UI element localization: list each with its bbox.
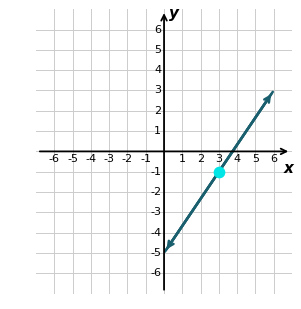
Text: y: y [169, 6, 178, 21]
Text: -5: -5 [150, 248, 161, 258]
Text: 1: 1 [154, 126, 161, 136]
Text: x: x [283, 161, 293, 176]
Text: -2: -2 [122, 154, 133, 164]
Text: -3: -3 [104, 154, 115, 164]
Point [216, 169, 221, 174]
Text: 4: 4 [234, 154, 241, 164]
Text: -4: -4 [150, 228, 161, 238]
Text: 1: 1 [179, 154, 186, 164]
Text: 2: 2 [197, 154, 204, 164]
Text: 3: 3 [216, 154, 222, 164]
Text: -6: -6 [49, 154, 60, 164]
Text: -3: -3 [150, 207, 161, 217]
Text: -1: -1 [150, 167, 161, 177]
Text: 6: 6 [154, 25, 161, 35]
Text: -5: -5 [67, 154, 78, 164]
Text: 6: 6 [270, 154, 277, 164]
Text: 2: 2 [154, 106, 161, 116]
Text: 5: 5 [154, 45, 161, 55]
Text: -2: -2 [150, 187, 161, 197]
Text: 5: 5 [252, 154, 259, 164]
Text: 4: 4 [154, 65, 161, 75]
Text: -4: -4 [85, 154, 97, 164]
Text: 3: 3 [154, 86, 161, 95]
Text: -6: -6 [150, 268, 161, 278]
Text: -1: -1 [140, 154, 151, 164]
